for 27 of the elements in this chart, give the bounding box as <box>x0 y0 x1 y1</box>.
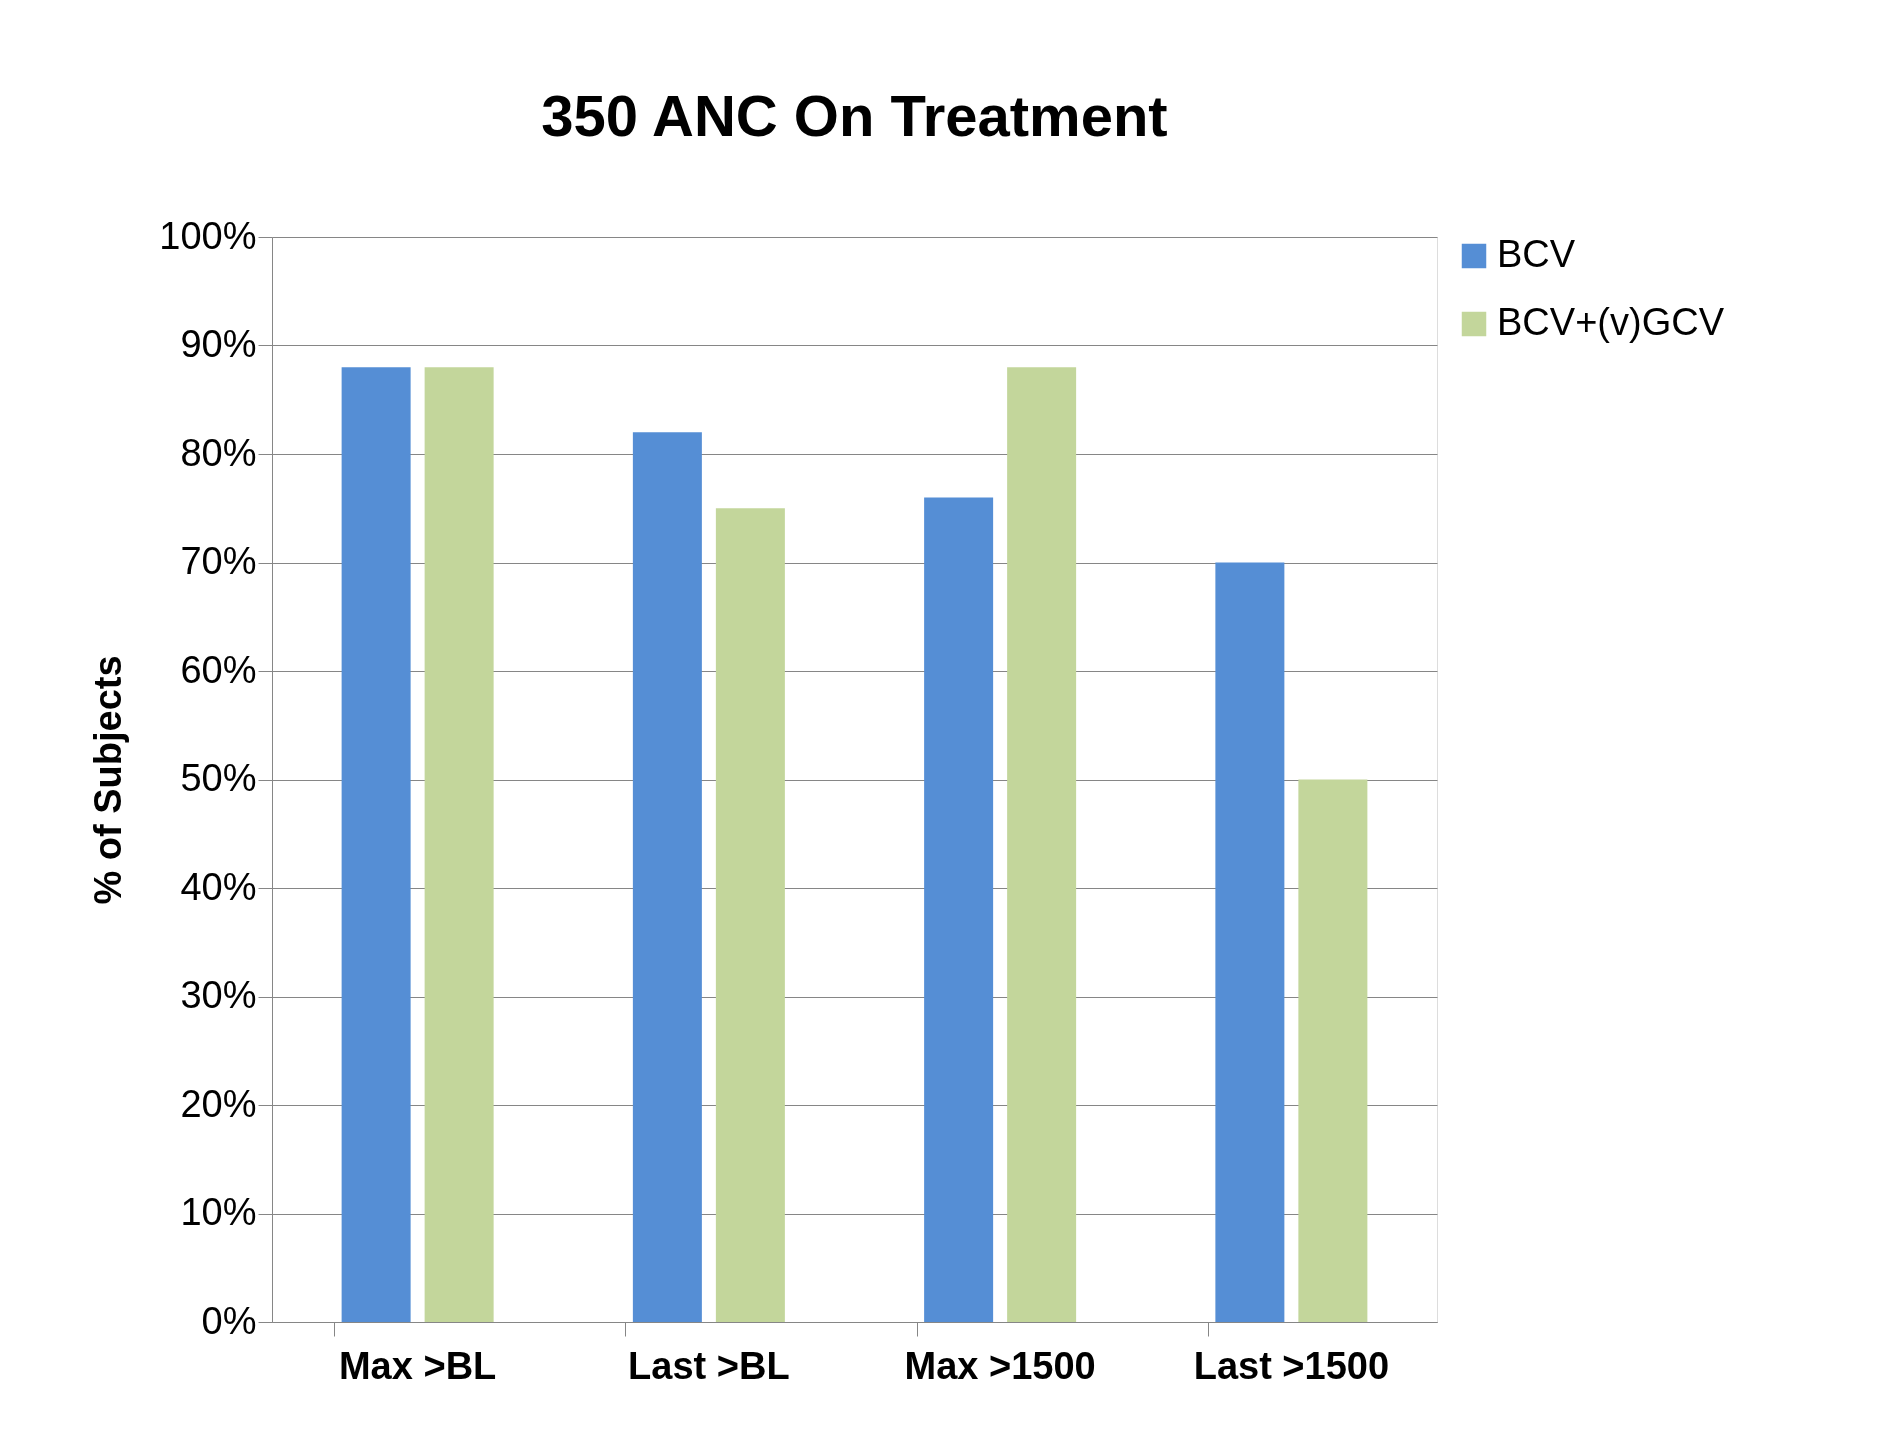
x-tick-label: Last >BL <box>628 1344 790 1387</box>
x-tick-label: Last >1500 <box>1193 1344 1390 1387</box>
y-tick-label: 50% <box>180 757 257 799</box>
y-tick-label: 80% <box>180 431 257 474</box>
y-tick-label: 40% <box>180 865 257 908</box>
bar <box>924 497 994 1322</box>
bar <box>424 367 494 1322</box>
y-tick-label: 60% <box>180 648 257 691</box>
y-tick-label: 10% <box>180 1191 257 1233</box>
bar <box>1298 779 1368 1322</box>
y-tick-label: 100% <box>159 214 257 257</box>
bar <box>1215 562 1285 1322</box>
legend-label: BCV <box>1497 233 1576 275</box>
y-tick-label: 20% <box>180 1082 257 1125</box>
y-tick-label: 30% <box>180 974 257 1016</box>
y-axis-title: % of Subjects <box>87 655 130 905</box>
y-tick-label: 70% <box>180 540 257 582</box>
bar <box>715 508 785 1322</box>
legend-label: BCV+(v)GCV <box>1497 301 1725 343</box>
bar <box>1007 367 1077 1322</box>
y-tick-label: 90% <box>180 323 257 365</box>
chart-title: 350 ANC On Treatment <box>541 83 1168 148</box>
bar <box>341 367 411 1322</box>
x-tick-label: Max >1500 <box>904 1344 1096 1387</box>
bar <box>632 432 702 1322</box>
x-tick-label: Max >BL <box>338 1344 497 1387</box>
y-tick-label: 0% <box>201 1299 257 1342</box>
